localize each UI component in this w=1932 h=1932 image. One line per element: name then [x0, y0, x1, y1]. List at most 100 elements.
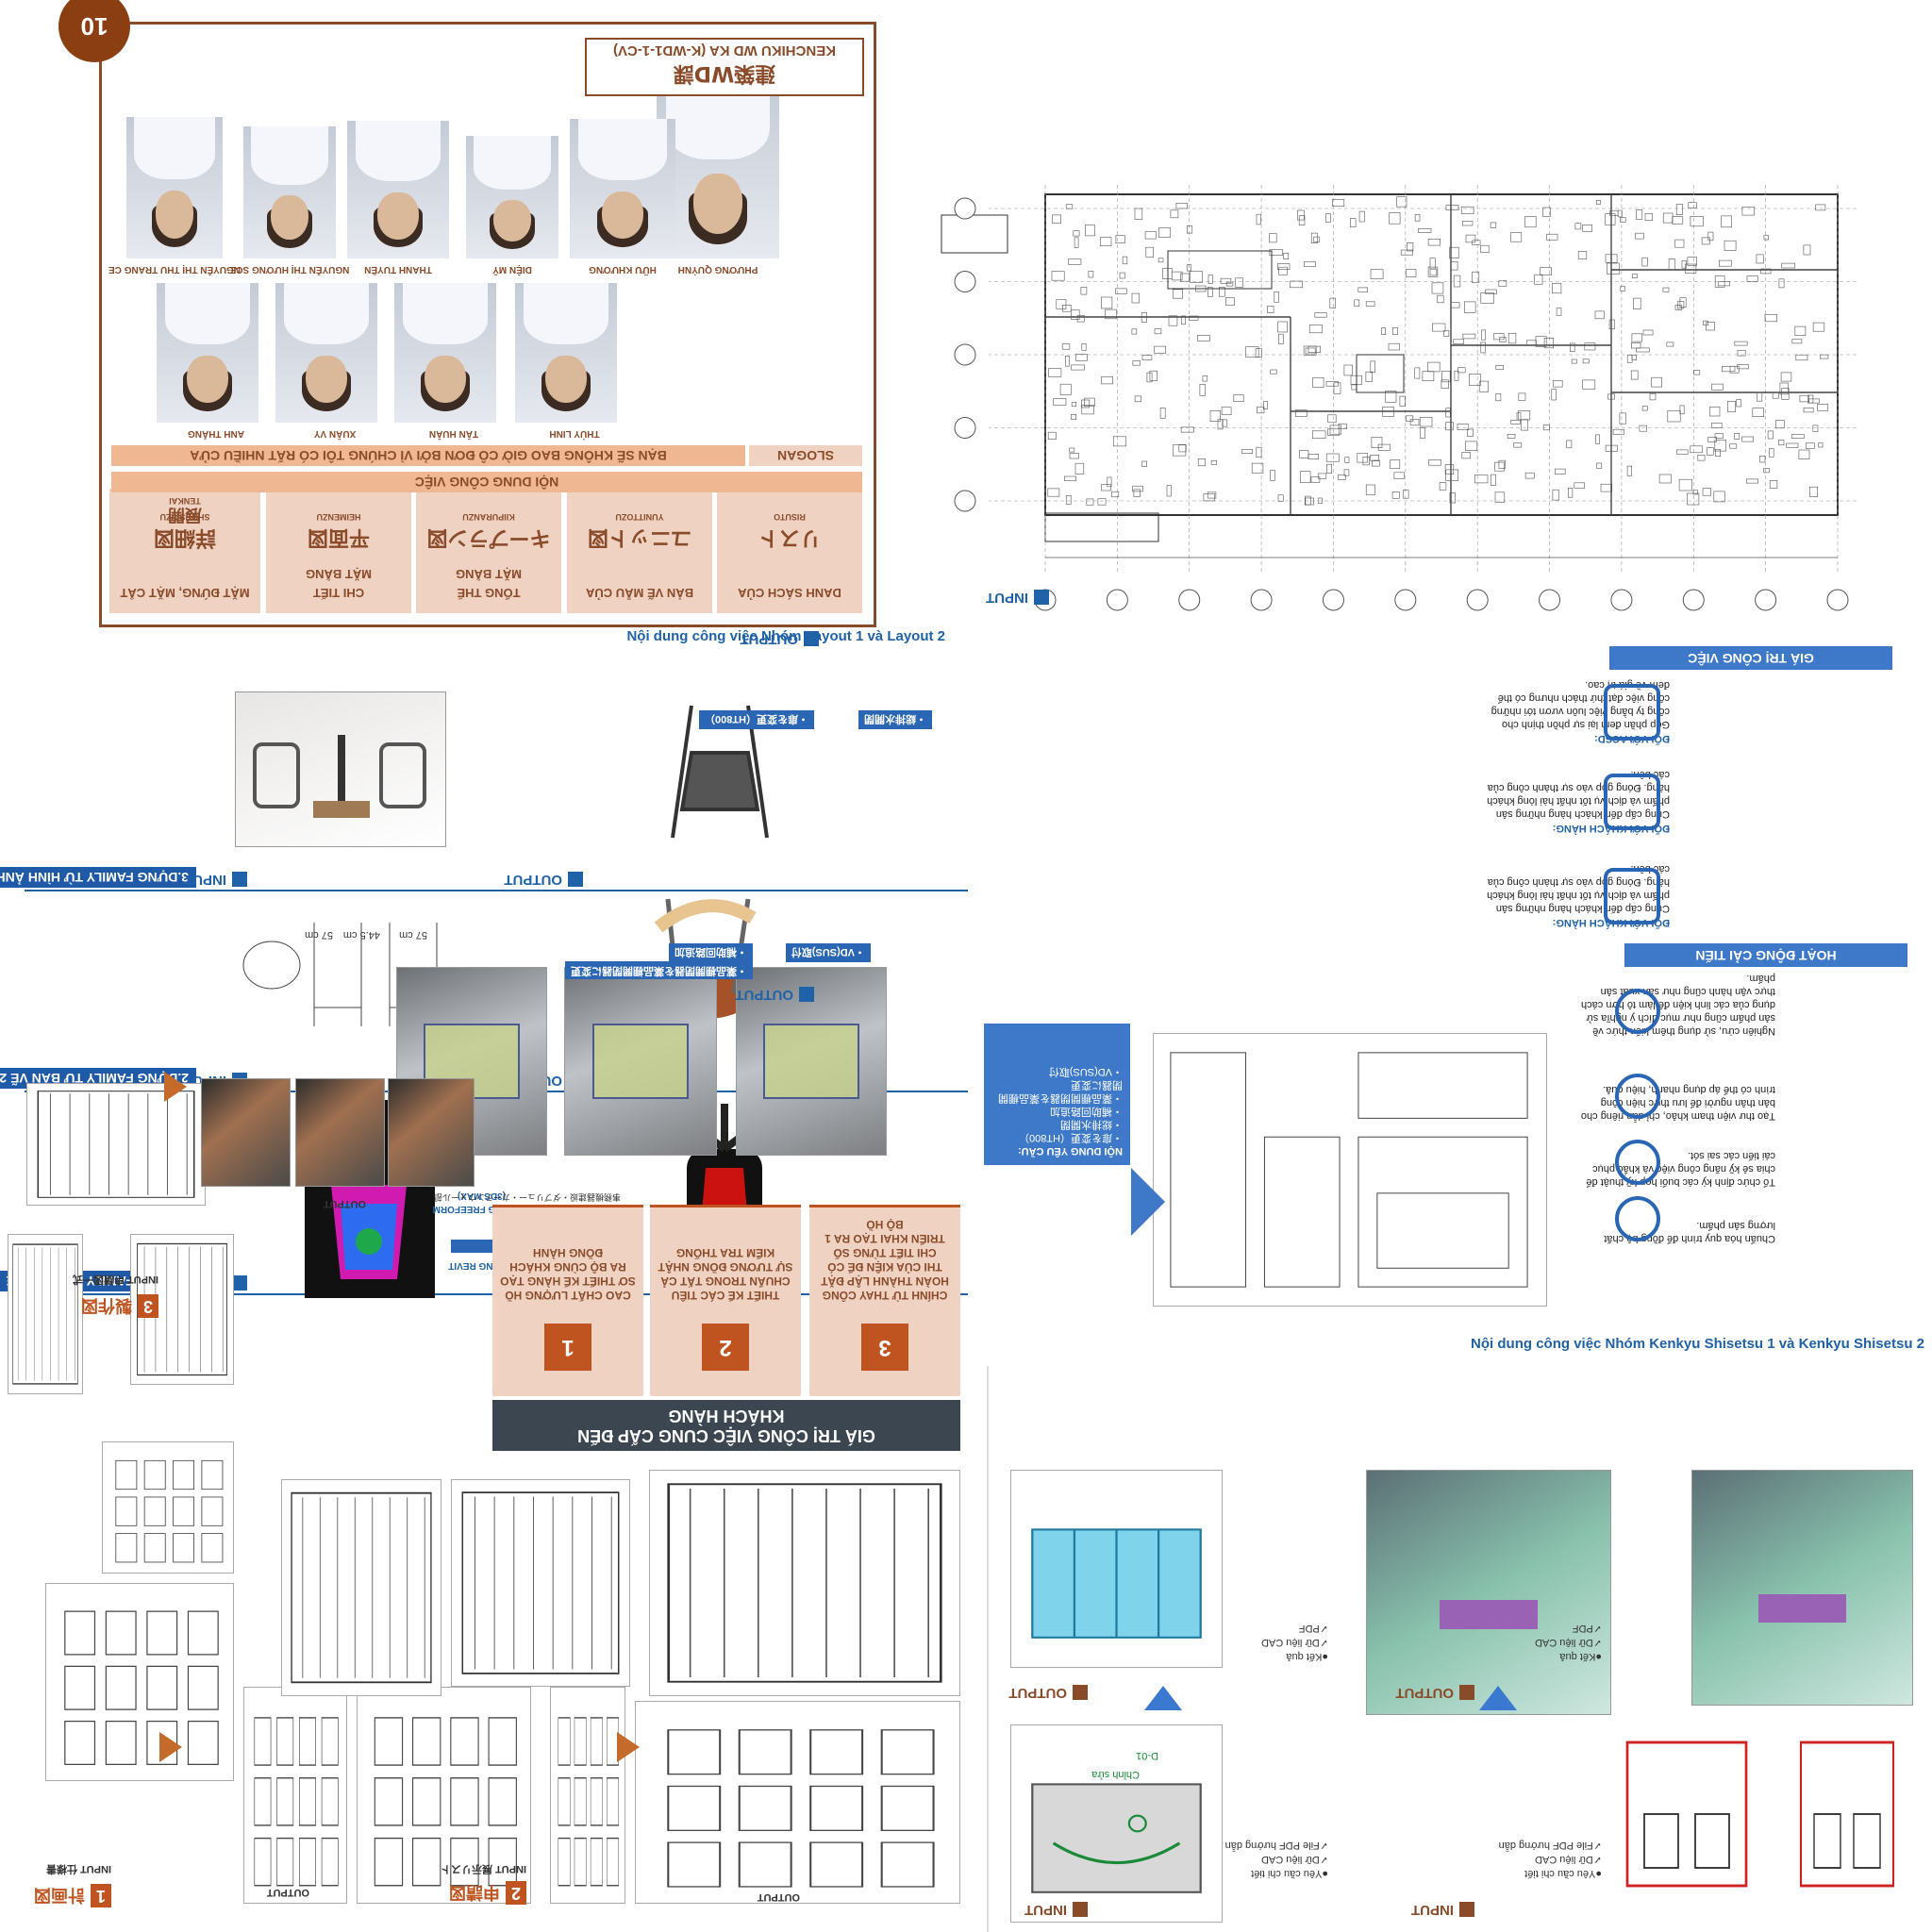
furniture [1149, 370, 1158, 381]
tag-label: OUTPUT [504, 872, 562, 888]
furniture [1061, 343, 1071, 350]
furniture [1594, 310, 1605, 320]
furniture [1427, 361, 1441, 373]
arrow-up-icon [1479, 1686, 1517, 1710]
furniture [1290, 280, 1303, 289]
furniture [1327, 428, 1340, 436]
value-column-text: CHÍNH TỪ THAY CÔNG HOÀN THÀNH LẬP ĐẶT TH… [821, 1218, 949, 1302]
furniture [1772, 391, 1779, 399]
furniture [1225, 297, 1235, 307]
furniture [1493, 333, 1505, 341]
furniture [1668, 258, 1675, 271]
furniture [1065, 204, 1074, 209]
value-number: 2 [702, 1324, 749, 1371]
team-card: CHI TIẾT MẶT BẰNG 平面図 HEIMENZU [266, 489, 411, 613]
furniture [1460, 206, 1474, 214]
card-romaji-extra: TENKAI [169, 496, 201, 506]
furniture [1418, 228, 1432, 233]
photo-face [187, 355, 228, 404]
furniture [1327, 414, 1337, 424]
furniture [1711, 383, 1724, 391]
furniture [1277, 321, 1288, 333]
furniture [1524, 472, 1535, 479]
meeting-table [1167, 250, 1273, 290]
value-underline [650, 1205, 801, 1208]
furniture [1702, 488, 1711, 496]
card-line-1: CHI TIẾT [312, 586, 365, 600]
photo-shirt [250, 126, 329, 185]
furniture [1465, 234, 1476, 243]
furniture [1707, 437, 1717, 442]
tag-square [799, 987, 814, 1003]
furniture [1631, 342, 1641, 349]
furniture [1048, 368, 1062, 377]
furniture [1612, 428, 1624, 435]
furniture [1756, 254, 1764, 264]
furniture [1507, 332, 1517, 344]
blueprint-sheet [45, 1583, 234, 1781]
furniture [1365, 371, 1374, 382]
top-annex [1044, 512, 1159, 542]
furniture [1307, 454, 1320, 459]
furniture [1144, 231, 1157, 240]
card-japanese: リスト [758, 525, 822, 549]
tag-label: INPUT [184, 872, 226, 888]
sec3-num: 3 [137, 1294, 158, 1319]
layout-title: Nội dung công việc Nhóm Layout 1 và Layo… [626, 628, 945, 644]
furniture [1065, 494, 1072, 505]
card-line-2: MẶT BẰNG [455, 567, 523, 581]
team-panel: DANH SÁCH CỦA リスト RISUTO BẢN VẼ MẪU CỦA ユニット… [99, 22, 876, 627]
photo-face [306, 355, 347, 404]
furniture [1088, 271, 1094, 278]
furniture [1197, 334, 1210, 341]
value-icon [1604, 774, 1660, 830]
tag-label: OUTPUT [735, 987, 793, 1003]
furniture [1059, 383, 1072, 395]
sec3-input: INPUT 申請図一式 [72, 1274, 158, 1285]
dimension-label: 57 cm [305, 929, 333, 941]
furniture [1396, 196, 1407, 208]
furniture [1207, 491, 1217, 499]
furniture [1332, 199, 1345, 208]
furniture [1112, 436, 1126, 447]
blueprint-sheet [550, 1687, 625, 1904]
arrow-icon [164, 1072, 187, 1102]
shisetsu-input-tag: INPUT [1024, 1902, 1088, 1918]
furniture [1220, 277, 1232, 284]
furniture [1225, 281, 1234, 287]
grid-bubble [1466, 589, 1489, 611]
improve-item: Tổ chức định kỳ các buổi họp kỹ thuật để… [1586, 1150, 1775, 1188]
furniture [1636, 209, 1643, 220]
furniture [1675, 204, 1683, 216]
arrow-up-icon [1144, 1686, 1182, 1710]
photo-shirt [355, 121, 441, 182]
furniture [1370, 455, 1380, 461]
furniture [1189, 315, 1199, 321]
furniture [1202, 375, 1208, 382]
furniture [1461, 452, 1471, 459]
furniture [1639, 425, 1647, 432]
furniture [1168, 315, 1178, 326]
furniture [1734, 341, 1748, 346]
furniture [1521, 419, 1529, 431]
furniture [1071, 364, 1085, 371]
layout-input-tag: INPUT [986, 590, 1049, 606]
furniture [1262, 401, 1268, 409]
furniture [1257, 407, 1265, 414]
customer-header: GIÁ TRỊ CÔNG VIỆC CUNG CẤP ĐẾN KHÁCH HÀNG [492, 1400, 960, 1451]
furniture [1759, 456, 1766, 463]
furniture [1365, 301, 1375, 307]
output-note: ●Kết quả [1286, 1651, 1328, 1662]
improve-item: Nghiên cứu, sử dụng thêm kiến thức về sả… [1581, 973, 1775, 1037]
furniture [1635, 232, 1644, 240]
furniture [1107, 476, 1112, 488]
furniture [1305, 497, 1314, 506]
kenchiku-box: 建築WD課 KENCHIKU WD KA (K-WD1-1-CV) [585, 38, 864, 96]
furniture [1358, 210, 1365, 223]
furniture [1481, 329, 1487, 341]
furniture [1605, 444, 1618, 452]
outer-wall [1044, 193, 1839, 516]
furniture [1807, 394, 1814, 404]
furniture [1181, 315, 1187, 325]
furniture [1820, 354, 1829, 359]
